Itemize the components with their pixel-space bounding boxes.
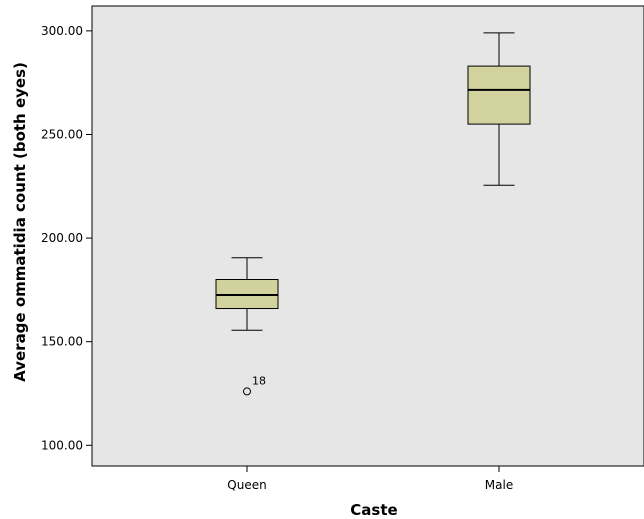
box-series: 18 xyxy=(215,32,531,396)
interquartile-box xyxy=(215,279,279,310)
x-axis-title: Caste xyxy=(350,501,397,519)
y-tick-label: 200.00 xyxy=(41,231,83,245)
y-axis-title: Average ommatidia count (both eyes) xyxy=(11,62,29,382)
box-male xyxy=(467,32,531,186)
y-tick-label: 300.00 xyxy=(41,24,83,38)
outlier-point xyxy=(243,387,251,396)
y-axis: 100.00 150.00 200.00 250.00 300.00 xyxy=(41,24,92,452)
x-tick-label: Male xyxy=(485,478,513,492)
interquartile-box xyxy=(467,65,531,125)
box-queen: 18 xyxy=(215,257,279,396)
x-tick-label: Queen xyxy=(227,478,266,492)
outlier-label: 18 xyxy=(252,374,266,387)
y-tick-label: 250.00 xyxy=(41,127,83,141)
x-axis: Queen Male xyxy=(227,466,513,492)
plot-area xyxy=(91,5,644,467)
y-tick-label: 100.00 xyxy=(41,438,83,452)
y-tick-label: 150.00 xyxy=(41,335,83,349)
